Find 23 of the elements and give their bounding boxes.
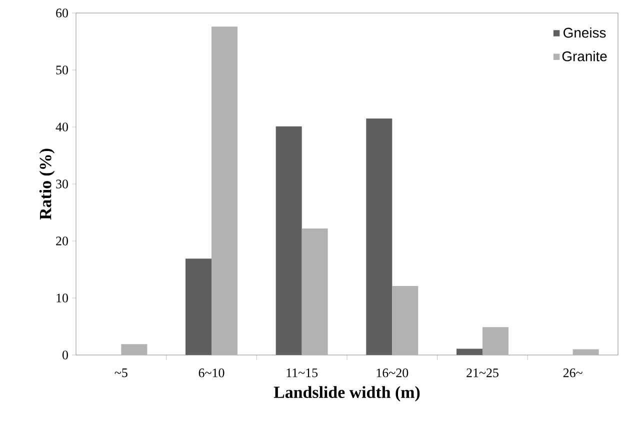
y-tick-label: 50 [56, 66, 68, 74]
y-tick-label: 10 [56, 294, 68, 302]
x-tick-label: ~5 [114, 368, 128, 378]
x-tick-label: 6~10 [198, 368, 224, 378]
x-tick-label: 21~25 [466, 368, 498, 378]
bar [212, 26, 238, 355]
y-tick-label: 0 [62, 350, 68, 360]
x-axis-title: Landslide width (m) [274, 386, 420, 402]
bar [482, 327, 508, 355]
y-tick-label: 20 [56, 236, 68, 246]
x-tick-label: 26~ [563, 368, 582, 378]
y-axis-title: Ratio (%) [39, 148, 55, 220]
y-tick-label: 30 [56, 180, 68, 188]
legend-label: Granite [562, 51, 607, 62]
bar [392, 286, 418, 355]
bar [572, 349, 599, 355]
y-tick-label: 60 [56, 8, 68, 18]
x-tick-label: 11~15 [286, 368, 318, 378]
bar [302, 228, 328, 355]
x-tick-label: 16~20 [376, 368, 408, 378]
y-tick-label: 40 [56, 122, 68, 132]
legend-label: Gneiss [564, 27, 606, 38]
bar [121, 344, 148, 355]
